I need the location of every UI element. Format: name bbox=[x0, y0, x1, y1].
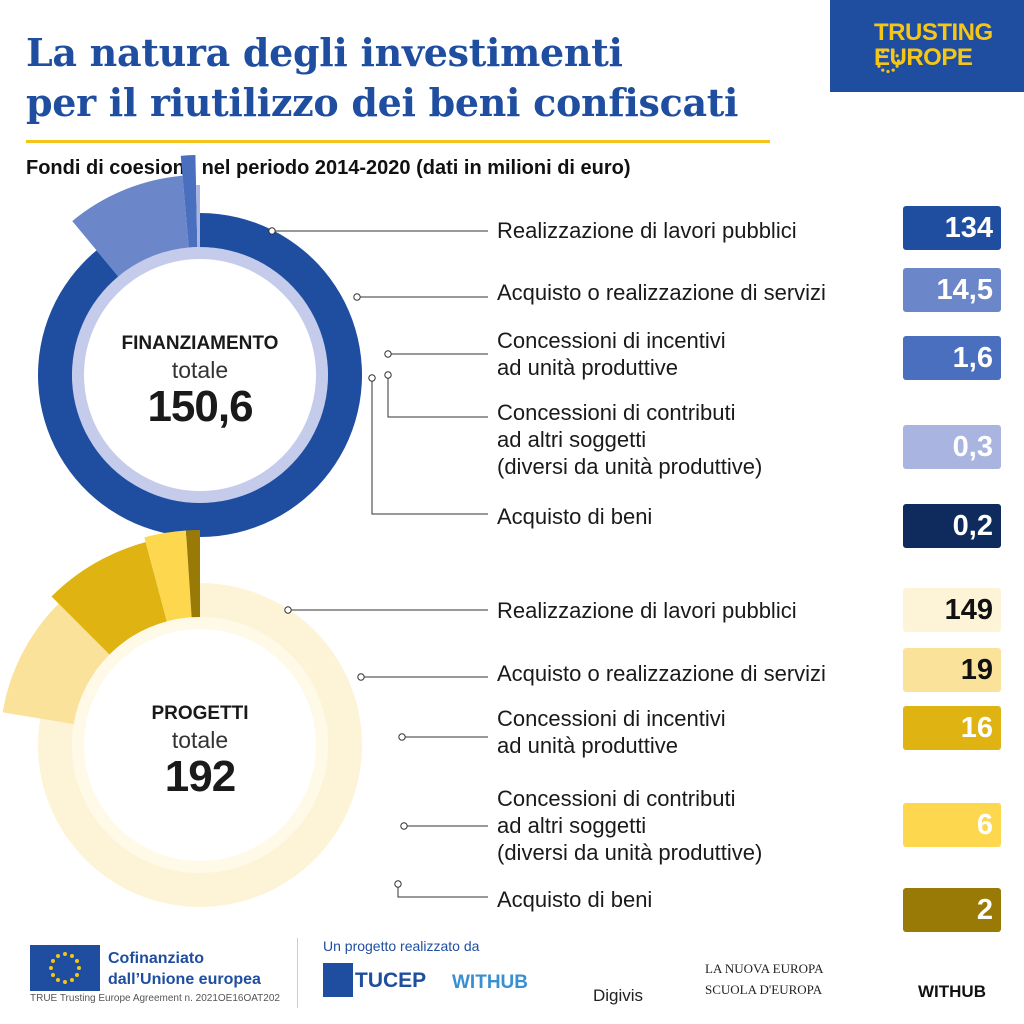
nuova-europa-line-1: LA NUOVA EUROPA bbox=[705, 961, 824, 976]
leader-dot-5 bbox=[394, 880, 402, 888]
pie-slice-3 bbox=[51, 542, 167, 655]
leader-dot-2 bbox=[353, 293, 361, 301]
eu-flag-icon bbox=[30, 945, 100, 991]
brand-line-1: TRUSTING bbox=[874, 19, 993, 46]
page-subtitle: Fondi di coesione nel periodo 2014-2020 … bbox=[26, 157, 631, 179]
legend-label-line: ad unità produttive bbox=[497, 355, 679, 380]
title-line-2: per il riutilizzo dei beni confiscati bbox=[26, 80, 739, 125]
center-total-label: totale bbox=[171, 357, 229, 383]
pie-slice-4 bbox=[144, 530, 192, 622]
pie-slice-5 bbox=[185, 530, 200, 618]
legend-label-3: Concessioni di incentivi ad unità produtt… bbox=[497, 327, 726, 381]
legend-label-3: Concessioni di incentivi ad unità produtt… bbox=[497, 705, 726, 759]
legend-label-line: Realizzazione di lavori pubblici bbox=[497, 218, 797, 243]
leader-line-5 bbox=[397, 884, 488, 898]
page-title: La natura degli investimenti per il riut… bbox=[26, 28, 806, 128]
legend-label-line: Concessioni di contributi bbox=[497, 400, 736, 425]
legend-label-line: Concessioni di incentivi bbox=[497, 328, 726, 353]
center-total-value: 192 bbox=[164, 752, 236, 801]
pie-slice-2 bbox=[72, 175, 189, 277]
inner-ring bbox=[72, 247, 328, 503]
value-badge-2: 14,5 bbox=[903, 268, 1001, 312]
withub-logo-footer: WITHUB bbox=[918, 982, 986, 1001]
legend-label-2: Acquisto o realizzazione di servizi bbox=[497, 279, 826, 306]
tucep-mark-icon bbox=[323, 963, 353, 997]
eu-cofunded-text: Cofinanziato dall’Unione europea bbox=[108, 948, 261, 990]
agreement-text: TRUE Trusting Europe Agreement n. 2021OE… bbox=[30, 993, 280, 1004]
leader-line-4 bbox=[387, 375, 488, 418]
legend-label-1: Realizzazione di lavori pubblici bbox=[497, 597, 797, 624]
eu-stars-icon bbox=[875, 48, 901, 74]
legend-label-line: (diversi da unità produttive) bbox=[497, 454, 763, 479]
leader-dot-2 bbox=[357, 673, 365, 681]
leader-dot-3 bbox=[398, 733, 406, 741]
eu-stars-icon bbox=[49, 952, 81, 984]
digivis-logo: Digivis bbox=[593, 986, 644, 1005]
legend-label-line: (diversi da unità produttive) bbox=[497, 840, 763, 865]
value-badge-1: 149 bbox=[903, 588, 1001, 632]
leader-dot-3 bbox=[384, 350, 392, 358]
center-total-label: totale bbox=[171, 727, 229, 753]
legend-label-line: Acquisto di beni bbox=[497, 887, 653, 912]
legend-label-5: Acquisto di beni bbox=[497, 503, 652, 530]
legend-label-line: Concessioni di contributi bbox=[497, 786, 736, 811]
legend-label-5: Acquisto di beni bbox=[497, 886, 652, 913]
value-badge-1: 134 bbox=[903, 206, 1001, 250]
value-badge-4: 0,3 bbox=[903, 425, 1001, 469]
eu-line-2: dall’Unione europea bbox=[108, 971, 261, 988]
legend-label-4: Concessioni di contributi ad altri sogget… bbox=[497, 399, 762, 480]
footer-divider bbox=[297, 938, 298, 1008]
title-divider bbox=[26, 140, 770, 143]
legend-label-line: Acquisto o realizzazione di servizi bbox=[497, 661, 826, 686]
tucep-logo: TUCEP bbox=[323, 963, 427, 1005]
project-by-text: Un progetto realizzato da bbox=[323, 938, 480, 954]
tucep-logo-text: TUCEP bbox=[355, 969, 427, 992]
center-total-value: 150,6 bbox=[147, 382, 253, 431]
legend-label-2: Acquisto o realizzazione di servizi bbox=[497, 660, 826, 687]
title-line-1: La natura degli investimenti bbox=[26, 30, 623, 75]
nuova-europa-logo: LA NUOVA EUROPA SCUOLA D'EUROPA bbox=[705, 958, 823, 1000]
leader-line-5 bbox=[371, 378, 488, 515]
legend-label-line: Acquisto o realizzazione di servizi bbox=[497, 280, 826, 305]
pie-slice-2 bbox=[2, 603, 110, 725]
brand-line-2: EUROPE bbox=[874, 44, 973, 71]
leader-dot-4 bbox=[400, 822, 408, 830]
nuova-europa-line-2: SCUOLA D'EUROPA bbox=[705, 982, 823, 997]
pie-slice-4 bbox=[196, 185, 200, 248]
trusting-europe-logo: TRUSTING EUROPE bbox=[830, 0, 1024, 92]
withub-logo: WITHUB bbox=[452, 972, 528, 993]
leader-dot-1 bbox=[284, 606, 292, 614]
value-badge-5: 2 bbox=[903, 888, 1001, 932]
legend-label-4: Concessioni di contributi ad altri sogget… bbox=[497, 785, 762, 866]
leader-dot-5 bbox=[368, 374, 376, 382]
legend-label-line: Concessioni di incentivi bbox=[497, 706, 726, 731]
legend-label-line: ad altri soggetti bbox=[497, 427, 647, 452]
center-name: PROGETTI bbox=[151, 703, 249, 724]
legend-label-line: Acquisto di beni bbox=[497, 504, 653, 529]
value-badge-3: 16 bbox=[903, 706, 1001, 750]
eu-line-1: Cofinanziato bbox=[108, 950, 204, 967]
center-name: FINANZIAMENTO bbox=[121, 333, 279, 354]
leader-dot-1 bbox=[268, 227, 276, 235]
value-badge-3: 1,6 bbox=[903, 336, 1001, 380]
legend-label-line: Realizzazione di lavori pubblici bbox=[497, 598, 797, 623]
pie-slice-3 bbox=[180, 155, 198, 248]
value-badge-2: 19 bbox=[903, 648, 1001, 692]
legend-label-line: ad unità produttive bbox=[497, 733, 679, 758]
legend-label-line: ad altri soggetti bbox=[497, 813, 647, 838]
leader-dot-4 bbox=[384, 371, 392, 379]
legend-label-1: Realizzazione di lavori pubblici bbox=[497, 217, 797, 244]
value-badge-5: 0,2 bbox=[903, 504, 1001, 548]
progetti-center-label: PROGETTI totale 192 bbox=[100, 703, 300, 802]
value-badge-4: 6 bbox=[903, 803, 1001, 847]
finanziamento-center-label: FINANZIAMENTO totale 150,6 bbox=[100, 333, 300, 432]
inner-ring bbox=[72, 617, 328, 873]
